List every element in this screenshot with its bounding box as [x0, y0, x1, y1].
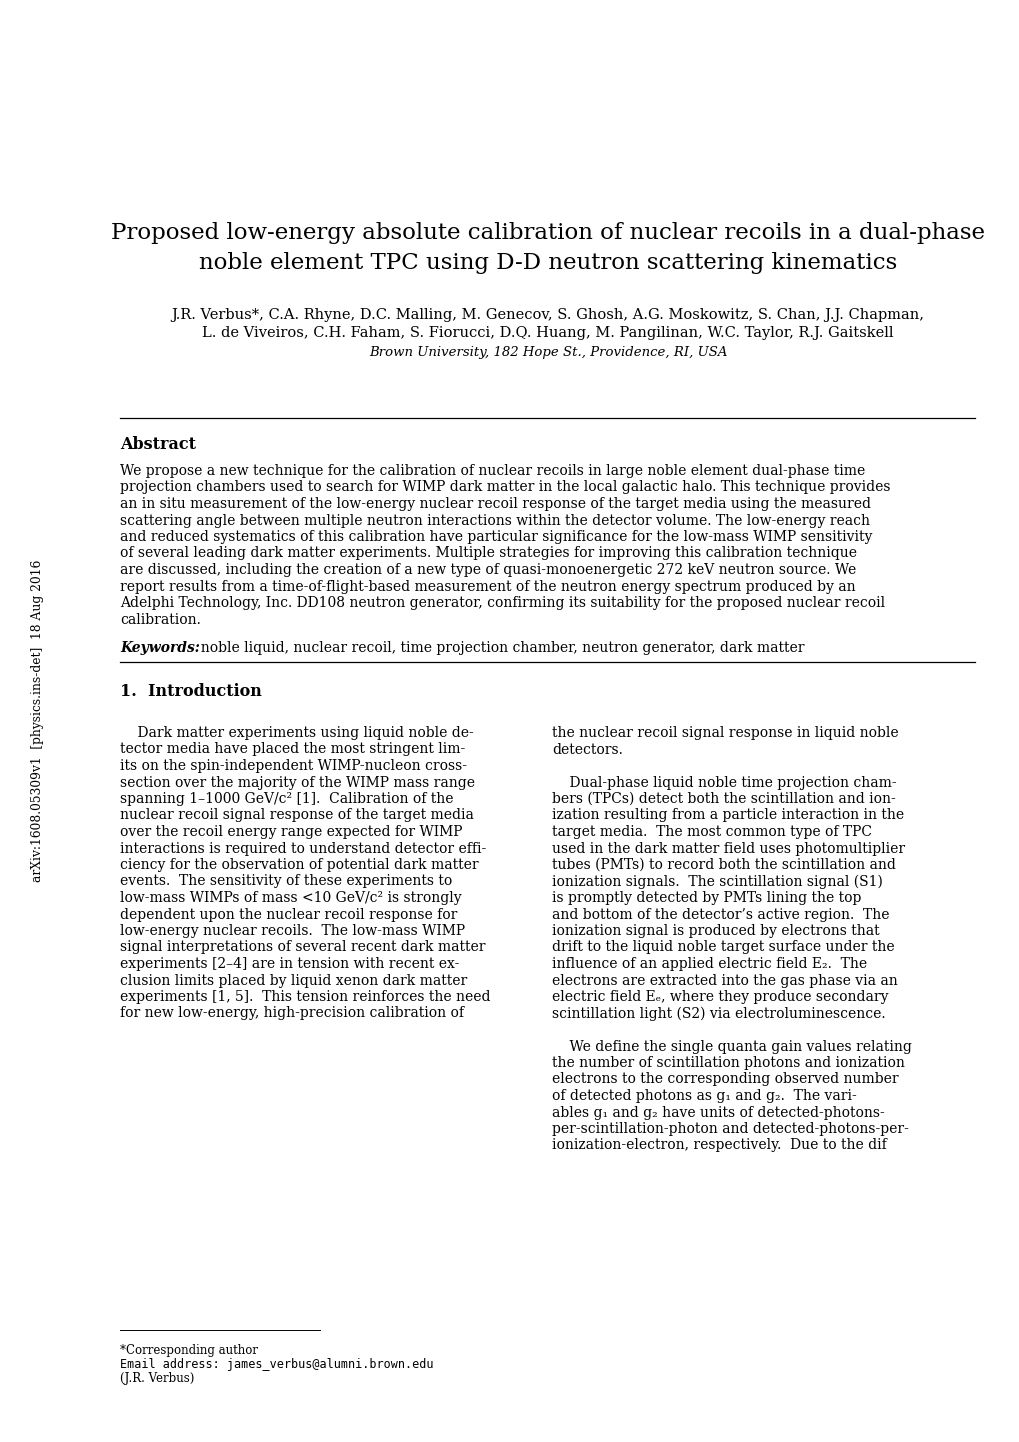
Text: L. de Viveiros, C.H. Faham, S. Fiorucci, D.Q. Huang, M. Pangilinan, W.C. Taylor,: L. de Viveiros, C.H. Faham, S. Fiorucci,… — [202, 326, 893, 340]
Text: experiments [1, 5].  This tension reinforces the need: experiments [1, 5]. This tension reinfor… — [120, 991, 490, 1004]
Text: Adelphi Technology, Inc. DD108 neutron generator, confirming its suitability for: Adelphi Technology, Inc. DD108 neutron g… — [120, 596, 884, 610]
Text: the nuclear recoil signal response in liquid noble: the nuclear recoil signal response in li… — [551, 725, 898, 740]
Text: We define the single quanta gain values relating: We define the single quanta gain values … — [551, 1040, 911, 1054]
Text: arXiv:1608.05309v1  [physics.ins-det]  18 Aug 2016: arXiv:1608.05309v1 [physics.ins-det] 18 … — [32, 559, 45, 883]
Text: *Corresponding author: *Corresponding author — [120, 1344, 258, 1357]
Text: an in situ measurement of the low-energy nuclear recoil response of the target m: an in situ measurement of the low-energy… — [120, 497, 870, 510]
Text: of several leading dark matter experiments. Multiple strategies for improving th: of several leading dark matter experimen… — [120, 547, 856, 561]
Text: Proposed low-energy absolute calibration of nuclear recoils in a dual-phase: Proposed low-energy absolute calibration… — [111, 222, 984, 244]
Text: of detected photons as g₁ and g₂.  The vari-: of detected photons as g₁ and g₂. The va… — [551, 1089, 856, 1103]
Text: the number of scintillation photons and ionization: the number of scintillation photons and … — [551, 1056, 904, 1070]
Text: signal interpretations of several recent dark matter: signal interpretations of several recent… — [120, 940, 485, 955]
Text: interactions is required to understand detector effi-: interactions is required to understand d… — [120, 842, 486, 855]
Text: We propose a new technique for the calibration of nuclear recoils in large noble: We propose a new technique for the calib… — [120, 464, 864, 477]
Text: experiments [2–4] are in tension with recent ex-: experiments [2–4] are in tension with re… — [120, 957, 459, 970]
Text: low-mass WIMPs of mass <10 GeV/c² is strongly: low-mass WIMPs of mass <10 GeV/c² is str… — [120, 891, 462, 906]
Text: Keywords:: Keywords: — [120, 642, 200, 655]
Text: clusion limits placed by liquid xenon dark matter: clusion limits placed by liquid xenon da… — [120, 973, 467, 988]
Text: tubes (PMTs) to record both the scintillation and: tubes (PMTs) to record both the scintill… — [551, 858, 895, 872]
Text: per-scintillation-photon and detected-photons-per-: per-scintillation-photon and detected-ph… — [551, 1122, 908, 1136]
Text: electric field Eₑ, where they produce secondary: electric field Eₑ, where they produce se… — [551, 991, 888, 1004]
Text: nuclear recoil signal response of the target media: nuclear recoil signal response of the ta… — [120, 809, 474, 822]
Text: report results from a time-of-flight-based measurement of the neutron energy spe: report results from a time-of-flight-bas… — [120, 580, 855, 594]
Text: Abstract: Abstract — [120, 435, 196, 453]
Text: ables g₁ and g₂ have units of detected-photons-: ables g₁ and g₂ have units of detected-p… — [551, 1106, 883, 1119]
Text: ionization signal is produced by electrons that: ionization signal is produced by electro… — [551, 924, 878, 937]
Text: for new low-energy, high-precision calibration of: for new low-energy, high-precision calib… — [120, 1007, 464, 1021]
Text: and reduced systematics of this calibration have particular significance for the: and reduced systematics of this calibrat… — [120, 531, 871, 544]
Text: bers (TPCs) detect both the scintillation and ion-: bers (TPCs) detect both the scintillatio… — [551, 792, 895, 806]
Text: its on the spin-independent WIMP-nucleon cross-: its on the spin-independent WIMP-nucleon… — [120, 758, 467, 773]
Text: spanning 1–1000 GeV/c² [1].  Calibration of the: spanning 1–1000 GeV/c² [1]. Calibration … — [120, 792, 453, 806]
Text: noble element TPC using D-D neutron scattering kinematics: noble element TPC using D-D neutron scat… — [199, 252, 897, 274]
Text: Dual-phase liquid noble time projection cham-: Dual-phase liquid noble time projection … — [551, 776, 896, 790]
Text: dependent upon the nuclear recoil response for: dependent upon the nuclear recoil respon… — [120, 907, 457, 921]
Text: ciency for the observation of potential dark matter: ciency for the observation of potential … — [120, 858, 478, 872]
Text: ionization-electron, respectively.  Due to the dif: ionization-electron, respectively. Due t… — [551, 1139, 886, 1152]
Text: tector media have placed the most stringent lim-: tector media have placed the most string… — [120, 743, 465, 757]
Text: influence of an applied electric field E₂.  The: influence of an applied electric field E… — [551, 957, 866, 970]
Text: over the recoil energy range expected for WIMP: over the recoil energy range expected fo… — [120, 825, 462, 839]
Text: ionization signals.  The scintillation signal (S1): ionization signals. The scintillation si… — [551, 874, 882, 888]
Text: detectors.: detectors. — [551, 743, 623, 757]
Text: scattering angle between multiple neutron interactions within the detector volum: scattering angle between multiple neutro… — [120, 513, 869, 528]
Text: projection chambers used to search for WIMP dark matter in the local galactic ha: projection chambers used to search for W… — [120, 480, 890, 495]
Text: section over the majority of the WIMP mass range: section over the majority of the WIMP ma… — [120, 776, 475, 790]
Text: scintillation light (S2) via electroluminescence.: scintillation light (S2) via electrolumi… — [551, 1007, 884, 1021]
Text: target media.  The most common type of TPC: target media. The most common type of TP… — [551, 825, 871, 839]
Text: is promptly detected by PMTs lining the top: is promptly detected by PMTs lining the … — [551, 891, 860, 906]
Text: used in the dark matter field uses photomultiplier: used in the dark matter field uses photo… — [551, 842, 904, 855]
Text: events.  The sensitivity of these experiments to: events. The sensitivity of these experim… — [120, 874, 451, 888]
Text: J.R. Verbus*, C.A. Rhyne, D.C. Malling, M. Genecov, S. Ghosh, A.G. Moskowitz, S.: J.R. Verbus*, C.A. Rhyne, D.C. Malling, … — [171, 309, 923, 322]
Text: drift to the liquid noble target surface under the: drift to the liquid noble target surface… — [551, 940, 894, 955]
Text: 1.  Introduction: 1. Introduction — [120, 684, 262, 699]
Text: are discussed, including the creation of a new type of quasi-monoenergetic 272 k: are discussed, including the creation of… — [120, 562, 855, 577]
Text: ization resulting from a particle interaction in the: ization resulting from a particle intera… — [551, 809, 903, 822]
Text: electrons are extracted into the gas phase via an: electrons are extracted into the gas pha… — [551, 973, 897, 988]
Text: noble liquid, nuclear recoil, time projection chamber, neutron generator, dark m: noble liquid, nuclear recoil, time proje… — [192, 642, 804, 655]
Text: (J.R. Verbus): (J.R. Verbus) — [120, 1371, 195, 1384]
Text: Dark matter experiments using liquid noble de-: Dark matter experiments using liquid nob… — [120, 725, 473, 740]
Text: Email address: james_verbus@alumni.brown.edu: Email address: james_verbus@alumni.brown… — [120, 1358, 433, 1371]
Text: electrons to the corresponding observed number: electrons to the corresponding observed … — [551, 1073, 898, 1086]
Text: calibration.: calibration. — [120, 613, 201, 626]
Text: and bottom of the detector’s active region.  The: and bottom of the detector’s active regi… — [551, 907, 889, 921]
Text: Brown University, 182 Hope St., Providence, RI, USA: Brown University, 182 Hope St., Providen… — [369, 346, 727, 359]
Text: low-energy nuclear recoils.  The low-mass WIMP: low-energy nuclear recoils. The low-mass… — [120, 924, 465, 937]
